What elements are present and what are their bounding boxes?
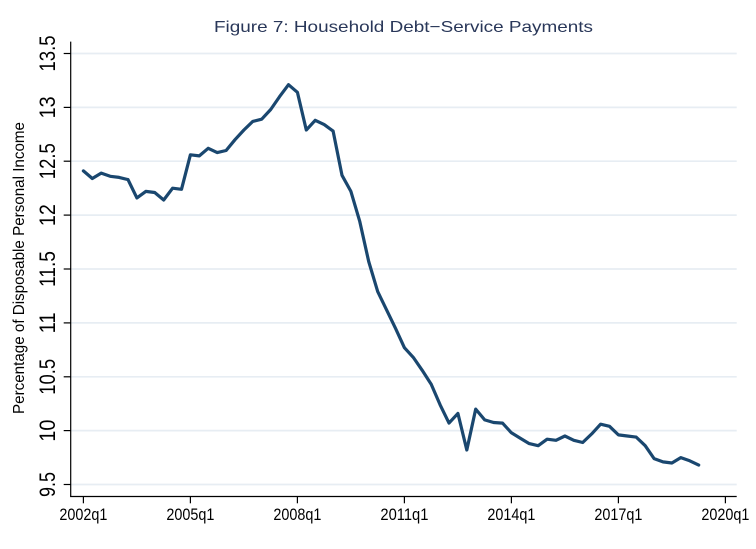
svg-text:9.5: 9.5: [35, 472, 60, 497]
svg-text:11.5: 11.5: [35, 251, 60, 287]
svg-text:12.5: 12.5: [35, 143, 60, 179]
svg-text:13: 13: [35, 96, 60, 118]
svg-text:2005q1: 2005q1: [166, 505, 214, 524]
svg-text:12: 12: [35, 204, 60, 226]
svg-text:2020q1: 2020q1: [701, 505, 749, 524]
svg-text:13.5: 13.5: [35, 36, 60, 72]
svg-text:Figure 7: Household Debt−Servi: Figure 7: Household Debt−Service Payment…: [214, 19, 593, 36]
svg-text:2011q1: 2011q1: [380, 505, 428, 524]
svg-text:Percentage of Disposable Perso: Percentage of Disposable Personal Income: [11, 122, 28, 414]
svg-text:11: 11: [35, 312, 60, 333]
svg-text:2008q1: 2008q1: [273, 505, 321, 524]
svg-text:2002q1: 2002q1: [59, 505, 107, 524]
svg-text:10.5: 10.5: [35, 359, 60, 395]
svg-text:10: 10: [35, 420, 60, 442]
svg-text:2017q1: 2017q1: [594, 505, 642, 524]
svg-text:2014q1: 2014q1: [487, 505, 535, 524]
